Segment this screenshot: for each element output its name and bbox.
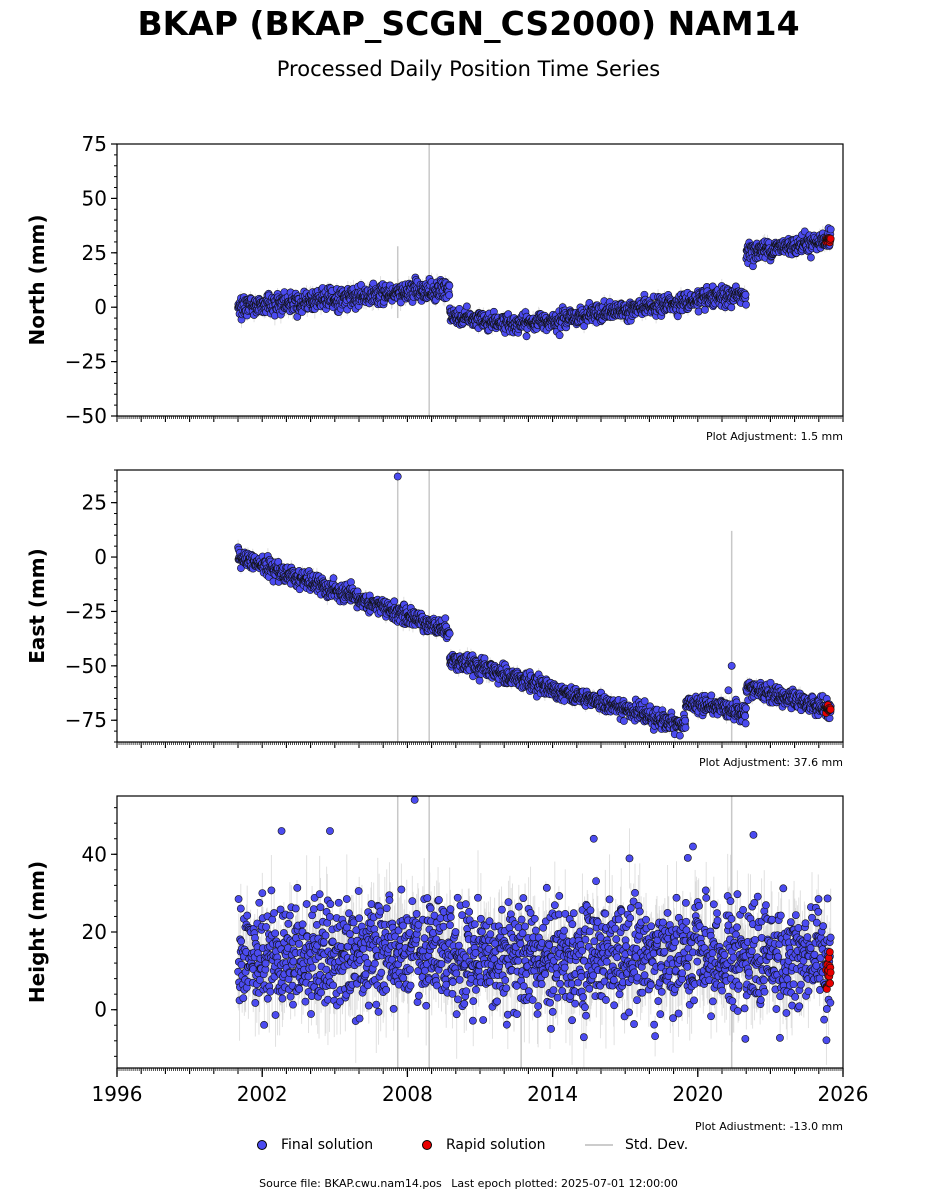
final-point bbox=[445, 281, 454, 290]
final-point bbox=[462, 302, 471, 311]
final-point bbox=[694, 307, 703, 316]
final-point bbox=[701, 305, 709, 314]
rapid-points-0 bbox=[822, 233, 835, 247]
y-tick-label: 50 bbox=[82, 186, 107, 210]
final-point bbox=[826, 225, 835, 234]
chart-subtitle: Processed Daily Position Time Series bbox=[276, 57, 661, 81]
y-tick-label: −50 bbox=[65, 404, 107, 428]
final-points-1 bbox=[234, 472, 835, 740]
plot-frame-0 bbox=[116, 143, 844, 417]
plot-adjustment-label: Plot Adjustment: 1.5 mm bbox=[706, 430, 843, 443]
final-point bbox=[445, 629, 454, 638]
final-point bbox=[741, 290, 750, 299]
y-axis-label: North (mm) bbox=[25, 214, 49, 345]
final-point bbox=[673, 312, 682, 321]
y-tick-label: −25 bbox=[65, 350, 107, 374]
final-point bbox=[742, 300, 750, 309]
chart-title: BKAP (BKAP_SCGN_CS2000) NAM14 bbox=[137, 4, 800, 43]
final-point bbox=[807, 253, 815, 262]
final-point bbox=[390, 597, 399, 606]
final-point bbox=[445, 291, 454, 300]
plot-area-1 bbox=[234, 470, 835, 742]
final-point bbox=[522, 332, 531, 341]
panel-0: 75 50 25 0 −25 −50 North (mm) Plot Adjustment: … bbox=[25, 132, 844, 443]
final-point bbox=[727, 303, 736, 312]
final-point bbox=[441, 614, 450, 623]
final-points-0 bbox=[234, 224, 835, 341]
y-tick-label: 0 bbox=[94, 295, 107, 319]
y-tick-label: 25 bbox=[82, 241, 107, 265]
time-series-plot: 75 50 25 0 −25 −50 North (mm) Plot Adjustment: … bbox=[25, 132, 868, 1130]
final-point bbox=[329, 574, 338, 583]
plot-area-0 bbox=[234, 144, 835, 416]
final-point bbox=[555, 331, 564, 340]
rapid-point bbox=[826, 234, 835, 243]
final-point bbox=[620, 717, 628, 725]
final-point bbox=[475, 676, 484, 685]
y-tick-label: 75 bbox=[82, 132, 107, 156]
